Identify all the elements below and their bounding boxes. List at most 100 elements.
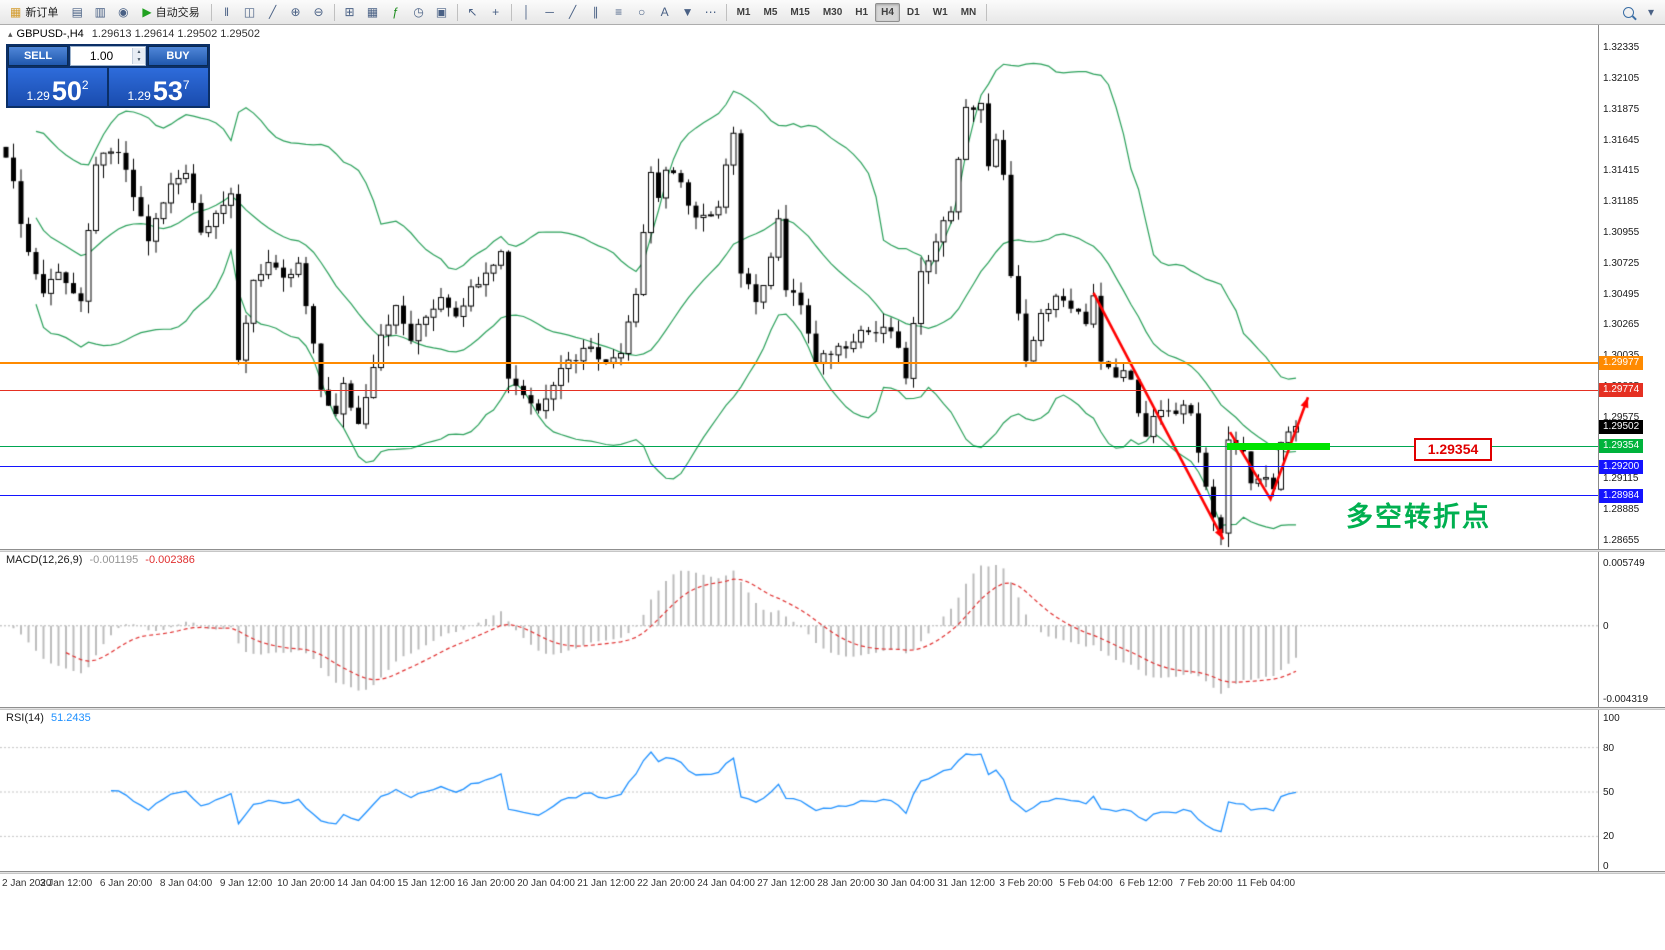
time-label: 11 Feb 04:00 <box>1236 878 1296 889</box>
volume-up-button[interactable]: ▲ <box>133 48 145 56</box>
rsi-label: RSI(14) 51.2435 <box>6 712 91 724</box>
indicators-icon[interactable]: ƒ <box>385 1 407 23</box>
price-tick: 1.29575 <box>1603 411 1640 423</box>
thick-green-line-object[interactable] <box>1227 442 1330 450</box>
price-tick: 1.31875 <box>1603 103 1640 115</box>
sell-price-big: 50 <box>51 76 82 106</box>
horizontal-line-object[interactable] <box>0 466 1598 468</box>
toolbar-separator <box>456 3 458 21</box>
zoom-in-icon: ⊕ <box>290 5 301 19</box>
cursor-icon[interactable]: ↖ <box>462 1 484 23</box>
time-label: 9 Jan 12:00 <box>219 878 273 889</box>
price-tick: 1.30265 <box>1603 319 1640 331</box>
volume-down-button[interactable]: ▼ <box>133 56 145 64</box>
macd-axis-min: -0.004319 <box>1603 694 1649 705</box>
price-tick: 1.31185 <box>1603 196 1639 208</box>
templates-icon[interactable]: ▣ <box>431 1 453 23</box>
tile-windows-icon[interactable]: ▦ <box>362 1 384 23</box>
time-label: 28 Jan 20:00 <box>817 878 875 889</box>
text-icon: A <box>660 5 669 19</box>
tf-h1-button[interactable]: H1 <box>849 3 874 22</box>
sell-button[interactable]: SELL <box>8 46 68 66</box>
buy-button[interactable]: BUY <box>148 46 208 66</box>
charts-icon: ▤ <box>71 5 84 19</box>
horizontal-line-object[interactable] <box>0 445 1598 447</box>
chart-title: ▴ GBPUSD-,H4 1.29613 1.29614 1.29502 1.295… <box>8 28 260 40</box>
tile-windows-icon: ▦ <box>366 5 379 19</box>
search-button[interactable] <box>1617 1 1639 23</box>
tf-w1-button[interactable]: W1 <box>927 3 954 22</box>
zoom-out-icon[interactable]: ⊖ <box>308 1 330 23</box>
trendline-icon[interactable]: ╱ <box>562 1 584 23</box>
volume-value[interactable]: 1.00 <box>89 49 114 63</box>
time-label: 10 Jan 20:00 <box>277 878 335 889</box>
price-tick: 1.32335 <box>1603 42 1640 54</box>
channel-icon[interactable]: ∥ <box>585 1 607 23</box>
tf-m30-button[interactable]: M30 <box>817 3 848 22</box>
price-tick: 1.28885 <box>1603 504 1640 516</box>
data-window-icon[interactable]: ◉ <box>112 1 134 23</box>
channel-icon: ∥ <box>592 5 599 19</box>
more-tools-icon: ⋯ <box>704 5 717 19</box>
horizontal-line-object[interactable] <box>0 361 1598 364</box>
zoom-in-icon[interactable]: ⊕ <box>285 1 307 23</box>
tf-m5-button[interactable]: M5 <box>757 3 783 22</box>
price-callout-box[interactable]: 1.29354 <box>1414 438 1492 461</box>
tf-d1-button[interactable]: D1 <box>901 3 926 22</box>
time-label: 27 Jan 12:00 <box>757 878 815 889</box>
arrows-icon[interactable]: ▼ <box>677 1 699 23</box>
macd-pane-separator[interactable] <box>0 549 1665 552</box>
new-chart-icon[interactable]: ⊞ <box>339 1 361 23</box>
time-label: 5 Feb 04:00 <box>1059 878 1113 889</box>
line-chart-icon[interactable]: ╱ <box>262 1 284 23</box>
main-toolbar: ▦ 新订单 ▤ ▥ ◉ ▶ 自动交易 ‖ ◫ ╱ ⊕ ⊖ ⊞ ▦ ƒ ◷ ▣ ↖ + │ ─ ╱ ∥ ≡ ○ A ▼ ⋯ M1 M5 M15… <box>0 0 1665 25</box>
rsi-pane-separator[interactable] <box>0 707 1665 710</box>
time-label: 16 Jan 20:00 <box>457 878 515 889</box>
charts-icon[interactable]: ▤ <box>66 1 88 23</box>
menu-button[interactable]: ▾ <box>1640 1 1662 23</box>
macd-title: MACD(12,26,9) <box>6 554 83 566</box>
volume-input[interactable]: 1.00 ▲ ▼ <box>70 46 146 66</box>
candlestick-chart-icon: ◫ <box>243 5 256 19</box>
periods-icon[interactable]: ◷ <box>408 1 430 23</box>
text-icon[interactable]: A <box>654 1 676 23</box>
price-tick: 1.31645 <box>1603 134 1640 146</box>
time-label: 20 Jan 04:00 <box>517 878 575 889</box>
tf-m15-button[interactable]: M15 <box>784 3 815 22</box>
more-tools-icon[interactable]: ⋯ <box>700 1 722 23</box>
shapes-icon[interactable]: ○ <box>631 1 653 23</box>
macd-label: MACD(12,26,9) -0.001195 -0.002386 <box>6 554 195 566</box>
autotrading-button[interactable]: ▶ 自动交易 <box>135 1 206 23</box>
toolbar-separator <box>986 3 988 21</box>
new-order-icon: ▦ <box>10 5 22 19</box>
tf-m1-button[interactable]: M1 <box>731 3 757 22</box>
buy-price-big: 53 <box>152 76 183 106</box>
rsi-axis-label: 80 <box>1603 742 1615 754</box>
sell-price-button[interactable]: 1.29 50 2 <box>8 68 107 106</box>
price-tag: 1.29977 <box>1599 355 1644 370</box>
one-click-collapse-icon[interactable]: ▴ <box>8 29 13 39</box>
horizontal-line-object[interactable] <box>0 389 1598 391</box>
crosshair-icon[interactable]: + <box>485 1 507 23</box>
time-label: 6 Jan 20:00 <box>99 878 153 889</box>
crosshair-icon: + <box>492 5 500 19</box>
new-order-button[interactable]: ▦ 新订单 <box>3 1 65 23</box>
rsi-axis-label: 100 <box>1603 713 1620 724</box>
bars-chart-icon[interactable]: ‖ <box>216 1 238 23</box>
horizontal-line-icon[interactable]: ─ <box>539 1 561 23</box>
candlestick-chart-icon[interactable]: ◫ <box>239 1 261 23</box>
fibonacci-icon[interactable]: ≡ <box>608 1 630 23</box>
toolbar-separator <box>210 3 212 21</box>
tf-mn-button[interactable]: MN <box>955 3 983 22</box>
tf-h4-button[interactable]: H4 <box>875 2 900 22</box>
one-click-trading-panel: SELL 1.00 ▲ ▼ BUY 1.29 50 2 1.29 53 7 <box>6 44 210 108</box>
buy-price-button[interactable]: 1.29 53 7 <box>109 68 208 106</box>
profiles-icon[interactable]: ▥ <box>89 1 111 23</box>
horizontal-line-object[interactable] <box>0 495 1598 497</box>
indicators-icon: ƒ <box>392 5 399 19</box>
shapes-icon: ○ <box>637 5 646 19</box>
vertical-line-icon[interactable]: │ <box>516 1 538 23</box>
turning-point-note[interactable]: 多空转折点 <box>1346 502 1491 532</box>
sell-price-small: 1.29 <box>26 89 50 103</box>
